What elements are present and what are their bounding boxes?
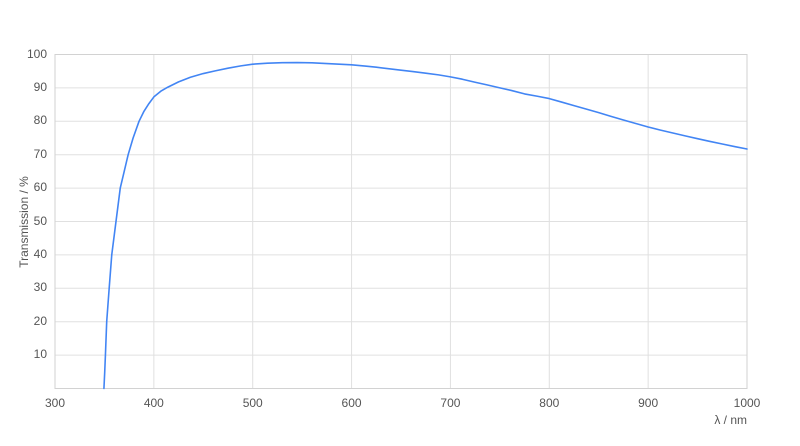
x-tick-label: 300 <box>44 396 66 410</box>
y-tick-label: 30 <box>33 280 47 295</box>
x-tick-label: 700 <box>440 396 461 410</box>
x-tick-label: 400 <box>143 396 164 410</box>
x-tick-label: 600 <box>341 396 362 410</box>
y-tick-label: 10 <box>33 347 47 362</box>
y-tick-label: 60 <box>33 180 47 195</box>
plot-border <box>54 54 748 389</box>
y-tick-label: 20 <box>33 313 47 328</box>
y-tick-label: 50 <box>33 213 47 228</box>
y-tick-label: 80 <box>33 113 47 128</box>
y-tick-label: 70 <box>33 146 47 161</box>
x-axis-title: λ / nm <box>714 413 747 427</box>
x-tick-label: 800 <box>539 396 560 410</box>
x-tick-label: 500 <box>242 396 263 410</box>
y-tick-label: 100 <box>26 46 47 61</box>
y-tick-label: 90 <box>33 79 47 94</box>
transmission-curve <box>103 61 748 390</box>
y-tick-label: 40 <box>33 246 47 261</box>
x-tick-label: 900 <box>638 396 659 410</box>
x-tick-label: 1000 <box>733 396 761 410</box>
